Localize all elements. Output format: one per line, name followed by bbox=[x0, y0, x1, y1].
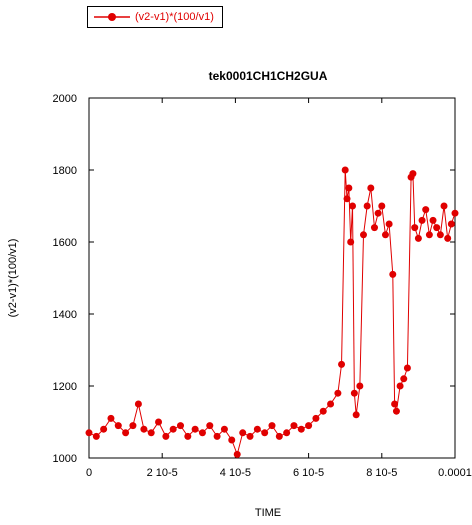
data-point bbox=[261, 429, 269, 437]
data-point bbox=[422, 206, 430, 214]
data-point bbox=[360, 231, 367, 239]
data-point bbox=[341, 166, 349, 174]
data-point bbox=[381, 231, 389, 239]
legend-swatch bbox=[94, 13, 130, 21]
x-tick-label: 8 10-5 bbox=[366, 467, 397, 479]
y-tick-label: 1600 bbox=[53, 237, 77, 249]
data-point bbox=[327, 400, 335, 408]
data-point bbox=[177, 422, 184, 430]
y-tick-label: 1000 bbox=[53, 453, 77, 465]
data-point bbox=[451, 209, 459, 217]
data-point bbox=[334, 389, 342, 397]
data-point bbox=[389, 270, 397, 278]
chart-title: tek0001CH1CH2GUA bbox=[209, 69, 328, 83]
data-point bbox=[169, 425, 177, 433]
data-point bbox=[414, 234, 422, 242]
y-tick-label: 1800 bbox=[53, 165, 77, 177]
data-point bbox=[305, 422, 313, 430]
y-axis-label: (v2-v1)*(100/v1) bbox=[7, 239, 19, 318]
data-point bbox=[409, 170, 417, 178]
data-point bbox=[433, 224, 441, 232]
data-point bbox=[367, 184, 375, 192]
data-point bbox=[114, 422, 122, 430]
x-tick-label: 0 bbox=[86, 467, 92, 479]
legend: (v2-v1)*(100/v1) bbox=[87, 6, 223, 28]
data-point bbox=[239, 429, 247, 437]
x-tick-label: 6 10-5 bbox=[293, 467, 324, 479]
data-point bbox=[297, 425, 305, 433]
data-point bbox=[85, 429, 93, 437]
data-point bbox=[400, 375, 408, 383]
data-point bbox=[396, 382, 404, 390]
x-tick-label: 2 10-5 bbox=[147, 467, 178, 479]
data-point bbox=[319, 407, 327, 415]
series-line bbox=[88, 169, 456, 457]
data-point bbox=[349, 202, 357, 210]
data-point bbox=[228, 436, 236, 444]
data-point bbox=[444, 234, 452, 242]
data-point bbox=[140, 425, 148, 433]
series-layer bbox=[85, 166, 459, 458]
data-point bbox=[425, 231, 433, 239]
data-point bbox=[198, 429, 206, 437]
data-point bbox=[184, 432, 192, 440]
data-point bbox=[191, 425, 199, 433]
legend-label: (v2-v1)*(100/v1) bbox=[135, 11, 214, 23]
data-point bbox=[347, 238, 355, 246]
data-point bbox=[290, 422, 298, 430]
data-point bbox=[312, 414, 320, 422]
data-point bbox=[147, 429, 155, 437]
x-tick-label: 0.0001 bbox=[438, 467, 472, 479]
data-point bbox=[338, 360, 346, 368]
data-point bbox=[100, 425, 108, 433]
data-point bbox=[233, 450, 241, 458]
x-axis: 0 2 10-5 4 10-5 6 10-5 8 10-5 0.0001 bbox=[86, 98, 472, 479]
data-point bbox=[343, 195, 351, 203]
data-point bbox=[378, 202, 386, 210]
y-tick-label: 2000 bbox=[53, 93, 77, 105]
y-tick-label: 1400 bbox=[53, 309, 77, 321]
data-point bbox=[268, 422, 276, 430]
data-point bbox=[363, 202, 371, 210]
data-point bbox=[122, 429, 130, 437]
data-point bbox=[129, 422, 137, 430]
x-tick-label: 4 10-5 bbox=[220, 467, 251, 479]
plot-area bbox=[88, 97, 456, 459]
data-point bbox=[429, 216, 437, 224]
data-point bbox=[374, 209, 382, 217]
data-point bbox=[220, 425, 228, 433]
y-axis: 1000 1200 1400 1600 1800 2000 bbox=[53, 93, 455, 465]
data-point bbox=[418, 216, 426, 224]
x-axis-label: TIME bbox=[255, 507, 281, 519]
data-point bbox=[283, 429, 291, 437]
data-point bbox=[352, 411, 360, 419]
data-point bbox=[246, 432, 254, 440]
data-point bbox=[440, 202, 448, 210]
data-point bbox=[403, 364, 411, 372]
data-point bbox=[436, 231, 444, 239]
data-point bbox=[206, 422, 214, 430]
data-point bbox=[107, 414, 115, 422]
data-point bbox=[134, 400, 142, 408]
data-point bbox=[385, 220, 393, 228]
data-point bbox=[162, 432, 170, 440]
data-point bbox=[253, 425, 261, 433]
data-point bbox=[275, 432, 283, 440]
data-point bbox=[92, 432, 100, 440]
data-point bbox=[370, 224, 378, 232]
data-point bbox=[345, 184, 353, 192]
y-tick-label: 1200 bbox=[53, 381, 77, 393]
data-point bbox=[356, 382, 364, 390]
data-point bbox=[155, 418, 163, 426]
data-point bbox=[392, 407, 400, 415]
data-point bbox=[391, 400, 399, 408]
data-point bbox=[350, 389, 358, 397]
data-point bbox=[411, 224, 419, 232]
data-point bbox=[213, 432, 221, 440]
data-point bbox=[447, 220, 455, 228]
